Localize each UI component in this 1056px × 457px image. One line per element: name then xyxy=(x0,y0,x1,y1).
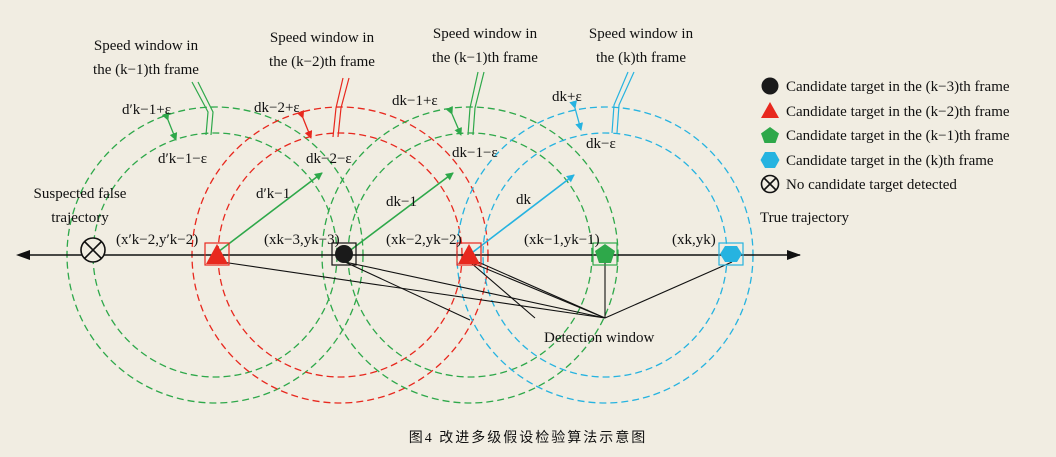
detection-lines xyxy=(221,261,733,321)
radius-arrow-dpk1 xyxy=(217,172,323,253)
label-dpk1-plus: d′k−1+ε xyxy=(122,102,171,118)
no-target-marker xyxy=(80,237,106,263)
suspected-line1: Suspected false xyxy=(34,186,127,202)
sw-k-line2: the (k)th frame xyxy=(596,50,686,66)
label-dk-plus: dk+ε xyxy=(552,89,582,105)
figure-caption: 图4 改进多级假设检验算法示意图 xyxy=(409,429,648,446)
sw-km1-right-line2: the (k−1)th frame xyxy=(432,50,538,66)
coord-k2: (xk−2,yk−2) xyxy=(386,232,462,248)
legend-item-4: No candidate target detected xyxy=(786,177,957,193)
legend-item-2: Candidate target in the (k−1)th frame xyxy=(786,128,1010,144)
pointer-red xyxy=(332,77,344,138)
cyan-hexagon-marker xyxy=(718,242,744,266)
legend-circle-icon xyxy=(761,77,779,95)
label-dk: dk xyxy=(516,192,532,208)
legend-item-3: Candidate target in the (k)th frame xyxy=(786,153,994,169)
sw-km1-left-line2: the (k−1)th frame xyxy=(93,62,199,78)
coord-k1: (xk−1,yk−1) xyxy=(524,232,600,248)
trajectory-axis-left-arrow xyxy=(16,250,30,260)
label-dk-minus: dk−ε xyxy=(586,136,616,152)
legend-pentagon-icon xyxy=(761,127,779,143)
coord-k: (xk,yk) xyxy=(672,232,716,248)
pointer-cyan-2 xyxy=(616,71,635,134)
label-dpk1-minus: d′k−1−ε xyxy=(158,151,207,167)
legend: Candidate target in the (k−3)th frame Ca… xyxy=(760,77,1010,194)
red-triangle-marker-right xyxy=(456,242,482,266)
width-arrow-red xyxy=(296,110,313,139)
legend-triangle-icon xyxy=(761,102,779,118)
pointer-green-right xyxy=(467,71,479,136)
coord-k3: (xk−3,yk−3) xyxy=(264,232,340,248)
black-circle-marker xyxy=(331,242,357,266)
sw-km2-line2: the (k−2)th frame xyxy=(269,54,375,70)
legend-hexagon-icon xyxy=(760,152,780,168)
label-dk1-plus: dk−1+ε xyxy=(392,93,438,109)
label-dk1-minus: dk−1−ε xyxy=(452,145,498,161)
pointer-green-left-2 xyxy=(197,81,214,136)
legend-item-0: Candidate target in the (k−3)th frame xyxy=(786,79,1010,95)
green-pentagon-marker xyxy=(592,242,618,266)
detection-window-label: Detection window xyxy=(544,330,655,346)
pointer-red-2 xyxy=(337,77,350,138)
radius-arrow-dk1 xyxy=(347,172,454,253)
width-arrow-green-right xyxy=(445,105,462,136)
legend-crossed-circle-icon xyxy=(760,174,780,194)
label-dk1: dk−1 xyxy=(386,194,417,210)
true-trajectory-label: True trajectory xyxy=(760,210,850,226)
sw-km1-left-line1: Speed window in xyxy=(94,38,199,54)
legend-item-1: Candidate target in the (k−2)th frame xyxy=(786,104,1010,120)
red-triangle-marker-left xyxy=(204,242,230,266)
pointer-green-right-2 xyxy=(472,71,485,136)
pointer-cyan xyxy=(611,71,629,134)
label-dpk1: d′k−1 xyxy=(256,186,290,202)
sw-k-line1: Speed window in xyxy=(589,26,694,42)
width-arrow-cyan xyxy=(569,100,584,131)
label-dk2-plus: dk−2+ε xyxy=(254,100,300,116)
sw-km1-right-line1: Speed window in xyxy=(433,26,538,42)
label-dk2-minus: dk−2−ε xyxy=(306,151,352,167)
coord-pk2: (x′k−2,y′k−2) xyxy=(116,232,198,248)
suspected-line2: trajectory xyxy=(51,210,109,226)
width-arrow-green-left xyxy=(161,112,178,141)
radius-arrow-dk xyxy=(472,174,575,253)
pointer-green-left xyxy=(191,81,209,136)
sw-km2-line1: Speed window in xyxy=(270,30,375,46)
